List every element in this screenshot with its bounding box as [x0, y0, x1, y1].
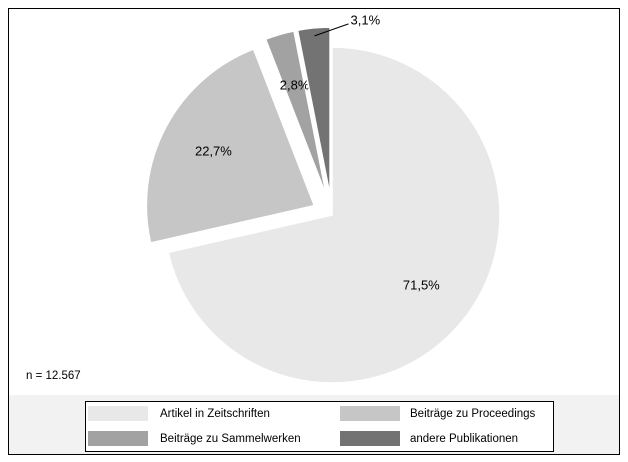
- pie-slice: [145, 48, 316, 244]
- pie-slice: [296, 26, 331, 196]
- data-label: 2,8%: [280, 78, 310, 93]
- pie-slice: [167, 46, 501, 384]
- annotation: n = 12.567: [26, 370, 81, 382]
- data-label: 3,1%: [351, 12, 381, 27]
- legend-swatch: [340, 431, 400, 446]
- legend-label: Beiträge zu Proceedings: [410, 408, 536, 420]
- legend-swatch: [88, 431, 148, 446]
- legend-swatch: [88, 406, 148, 421]
- pie-slice: [264, 30, 328, 197]
- leader-line: [314, 23, 349, 37]
- legend-label: andere Publikationen: [410, 433, 518, 445]
- legend-label: Beiträge zu Sammelwerken: [160, 433, 301, 445]
- legend: Artikel in Zeitschriften Beiträge zu Proc…: [88, 406, 536, 446]
- data-label: 22,7%: [195, 143, 232, 158]
- legend-box: [85, 401, 554, 452]
- legend-label: Artikel in Zeitschriften: [160, 408, 270, 420]
- pie: 71,5% 22,7% 2,8% 3,1%: [145, 12, 501, 384]
- legend-swatch: [340, 406, 400, 421]
- data-label: 71,5%: [403, 278, 440, 293]
